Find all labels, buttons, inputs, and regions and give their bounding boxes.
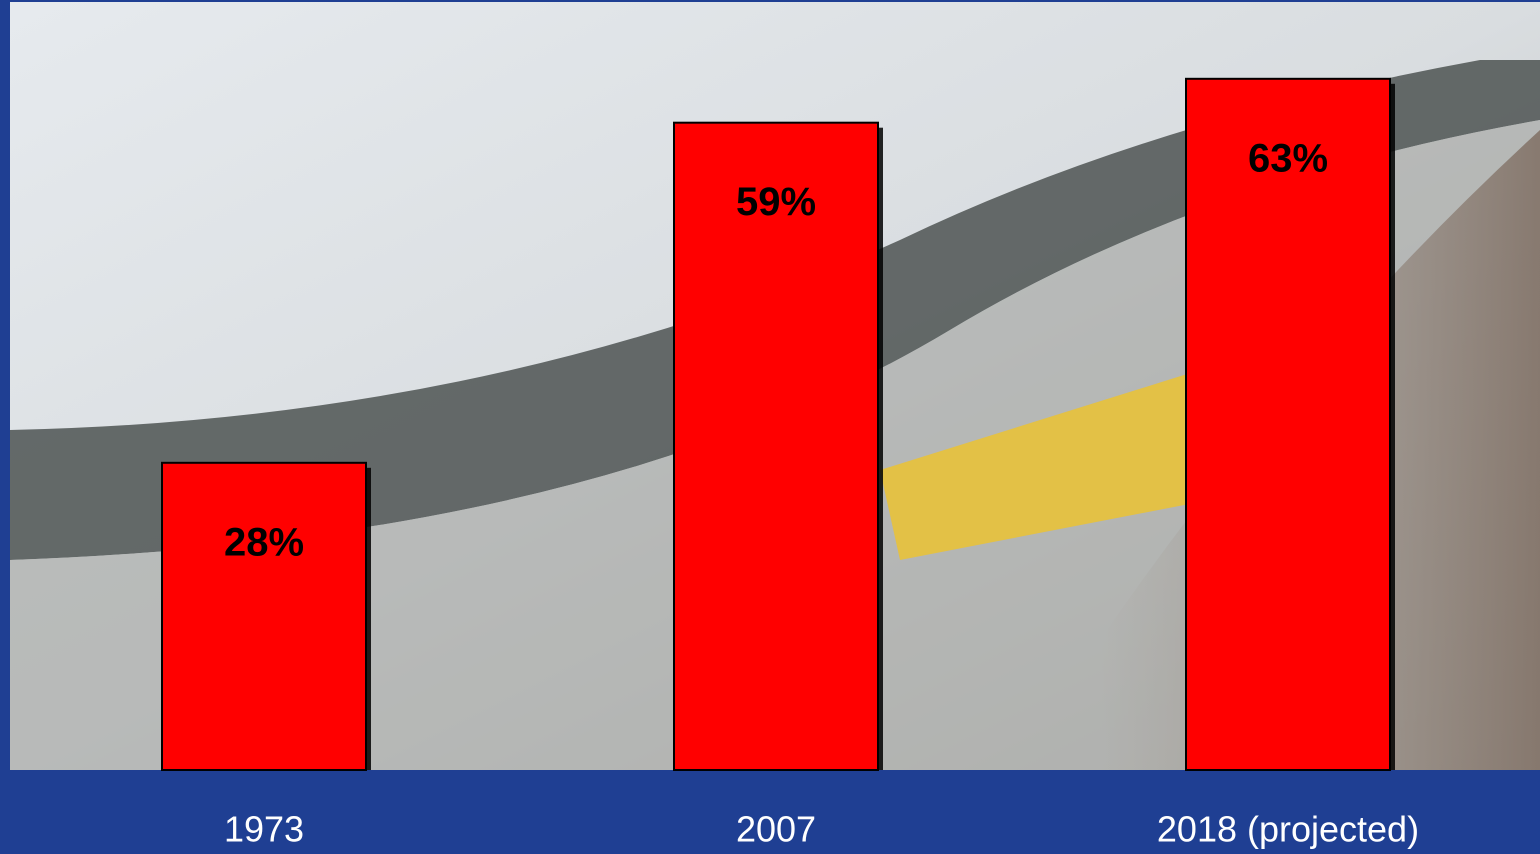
bar bbox=[161, 461, 367, 771]
bar bbox=[673, 121, 879, 771]
data-label: 28% bbox=[224, 520, 304, 564]
x-tick-label: 2007 bbox=[736, 809, 816, 850]
data-label: 59% bbox=[736, 180, 816, 224]
x-tick-label: 1973 bbox=[224, 809, 304, 850]
x-tick-label: 2018 (projected) bbox=[1157, 809, 1419, 850]
bar bbox=[1185, 77, 1391, 772]
photo-pencil bbox=[880, 370, 1210, 560]
data-label: 63% bbox=[1248, 136, 1328, 180]
